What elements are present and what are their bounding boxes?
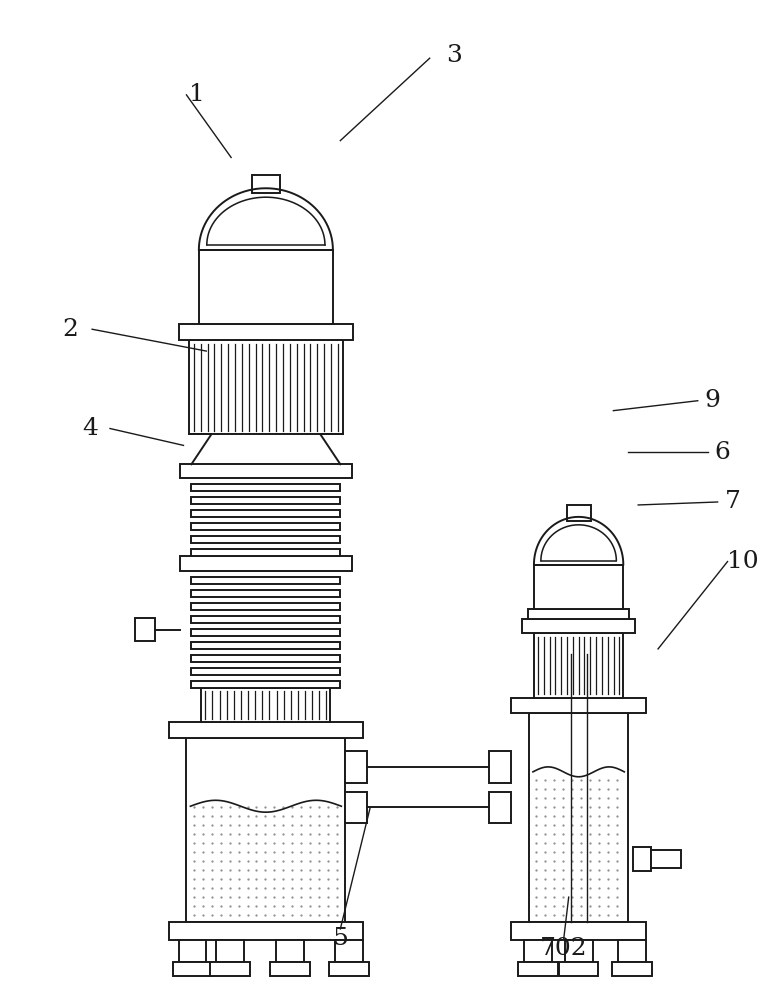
Text: 9: 9 xyxy=(704,389,721,412)
Bar xyxy=(191,590,340,597)
Bar xyxy=(191,484,340,491)
Bar xyxy=(534,633,623,698)
Text: 7: 7 xyxy=(725,490,740,513)
Bar xyxy=(489,751,511,783)
Bar xyxy=(191,497,340,504)
Bar xyxy=(173,962,212,976)
Text: 2: 2 xyxy=(62,318,78,341)
Bar xyxy=(179,324,353,340)
Bar xyxy=(191,655,340,662)
Bar xyxy=(522,619,636,633)
Bar xyxy=(202,688,330,722)
Bar xyxy=(336,940,363,962)
Bar xyxy=(612,962,652,976)
Bar xyxy=(511,922,646,940)
Bar xyxy=(191,536,340,543)
Bar xyxy=(191,523,340,530)
Bar xyxy=(199,250,333,324)
Bar xyxy=(180,464,353,478)
Bar xyxy=(169,922,363,940)
Text: 6: 6 xyxy=(715,441,731,464)
Bar xyxy=(329,962,369,976)
Bar xyxy=(169,722,363,738)
Bar xyxy=(191,616,340,623)
Bar xyxy=(529,713,629,922)
Bar xyxy=(489,792,511,823)
Bar xyxy=(346,792,367,823)
Bar xyxy=(346,751,367,783)
Bar xyxy=(633,847,651,871)
Text: 702: 702 xyxy=(540,937,587,960)
Bar xyxy=(189,340,343,434)
Text: 1: 1 xyxy=(188,83,205,106)
Text: 10: 10 xyxy=(727,550,758,573)
Text: 3: 3 xyxy=(446,44,463,67)
Bar xyxy=(178,940,206,962)
Bar xyxy=(567,505,591,521)
Bar xyxy=(191,510,340,517)
Bar xyxy=(210,962,250,976)
Bar xyxy=(534,565,623,609)
Bar xyxy=(187,738,346,922)
Text: 5: 5 xyxy=(332,927,348,950)
Bar xyxy=(518,962,558,976)
Bar xyxy=(270,962,309,976)
Bar xyxy=(216,940,244,962)
Bar xyxy=(618,940,646,962)
Bar xyxy=(191,629,340,636)
Bar xyxy=(511,698,646,713)
Bar xyxy=(191,603,340,610)
Bar xyxy=(565,940,593,962)
Bar xyxy=(191,668,340,675)
Bar xyxy=(276,940,304,962)
Bar xyxy=(191,549,340,556)
Text: 4: 4 xyxy=(82,417,98,440)
Bar xyxy=(191,681,340,688)
Bar xyxy=(528,609,629,619)
Bar xyxy=(191,642,340,649)
Bar xyxy=(252,175,280,193)
Bar xyxy=(191,577,340,584)
Bar xyxy=(524,940,552,962)
Bar xyxy=(651,850,681,868)
Bar xyxy=(180,556,353,571)
Bar xyxy=(135,618,155,641)
Bar xyxy=(559,962,598,976)
